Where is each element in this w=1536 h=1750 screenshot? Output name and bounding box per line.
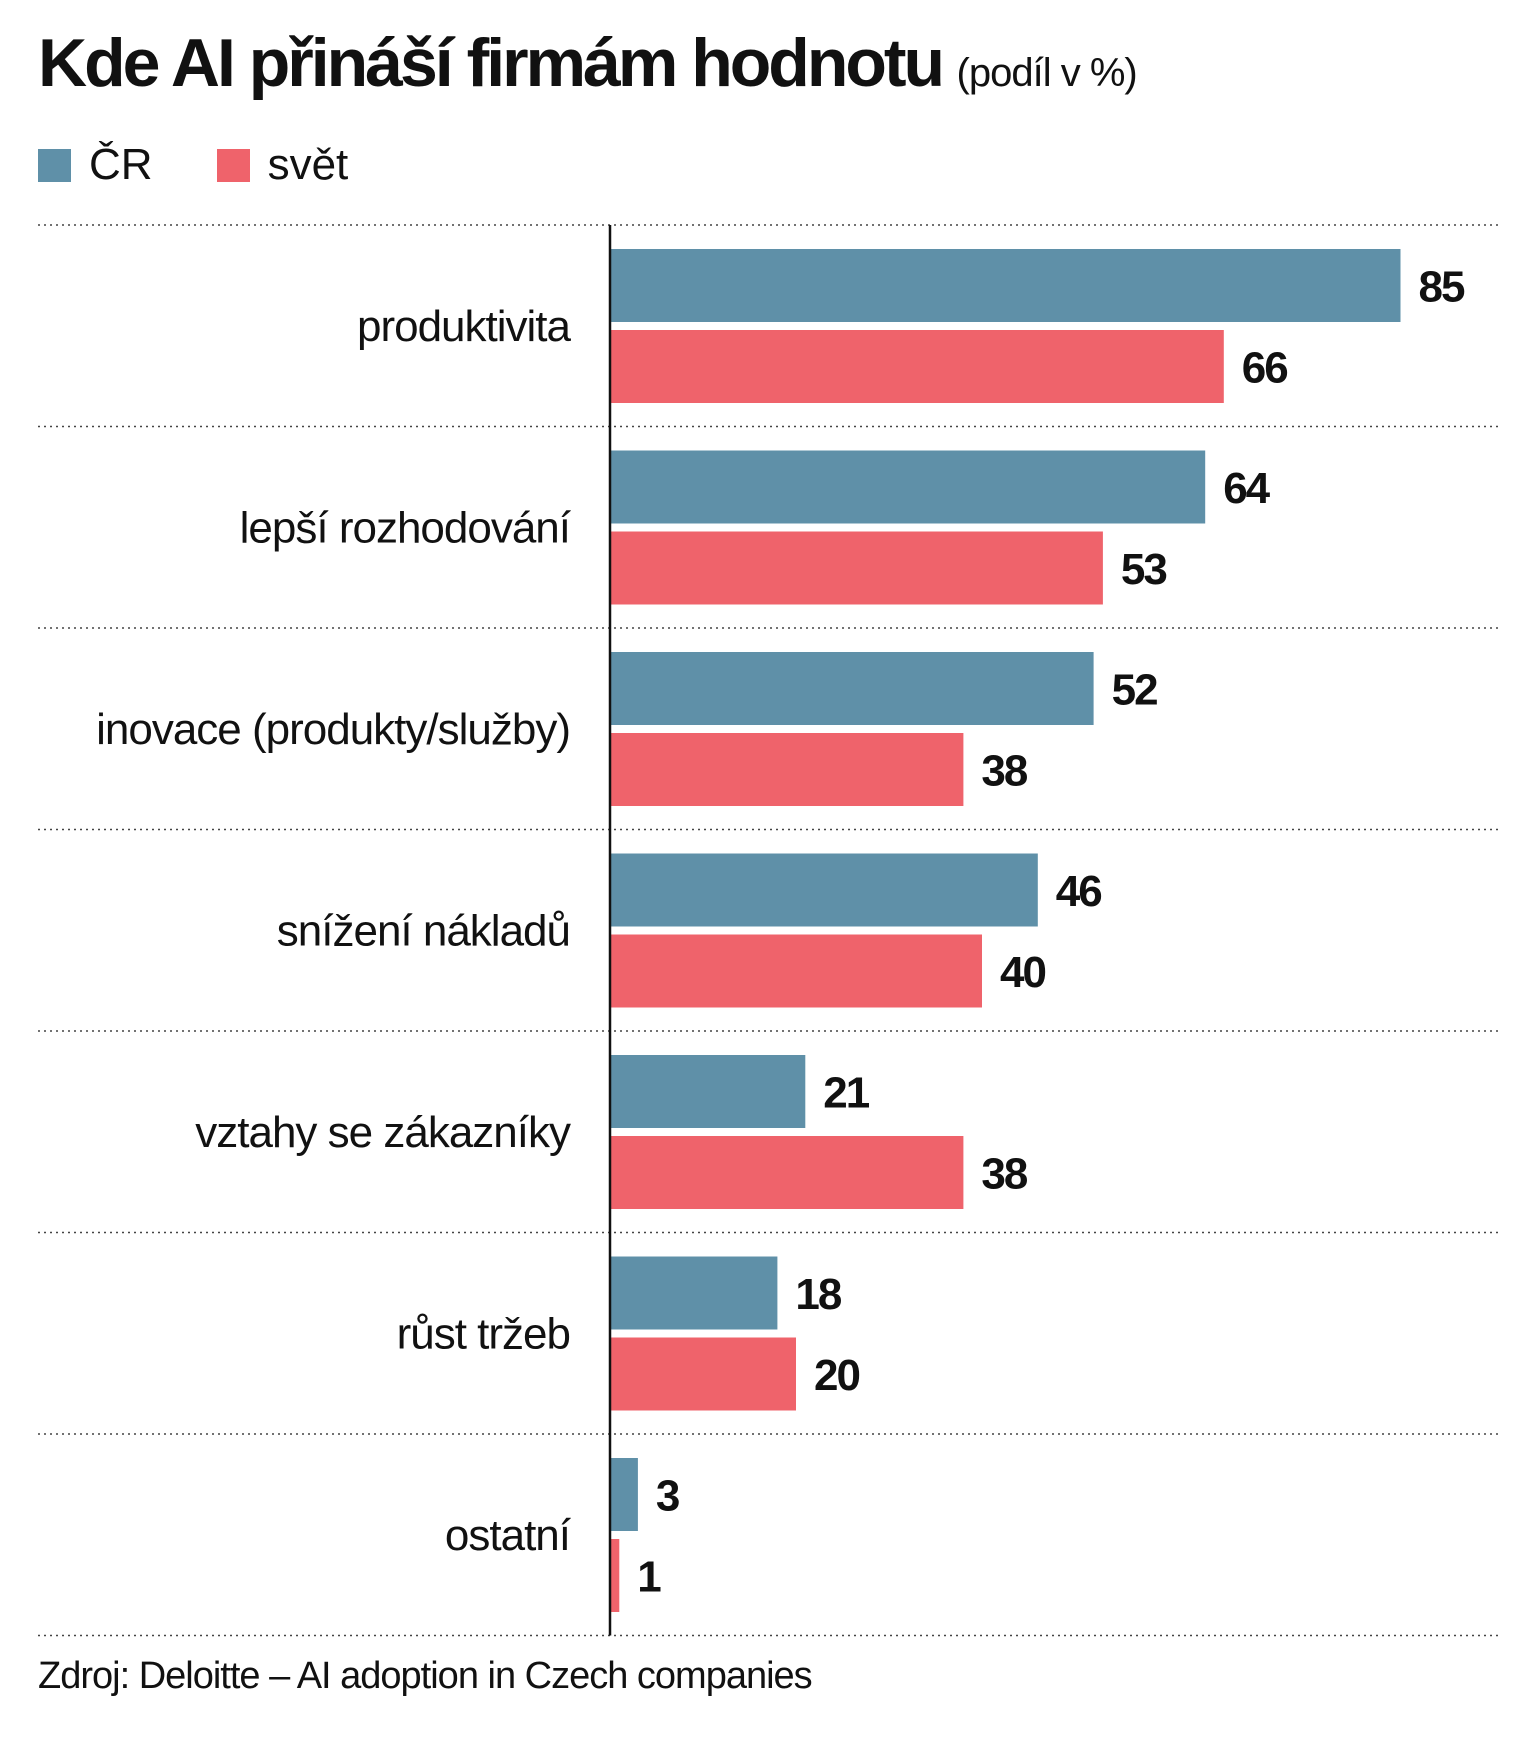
- data-label: 18: [795, 1270, 841, 1319]
- category-label: růst tržeb: [397, 1309, 570, 1358]
- bar-cr: [610, 1458, 638, 1531]
- bar-svet: [610, 531, 1103, 605]
- bar-svet: [610, 1136, 964, 1209]
- data-label: 38: [981, 1150, 1027, 1199]
- bar-cr: [610, 249, 1401, 322]
- bar-cr: [610, 450, 1206, 524]
- data-label: 52: [1112, 666, 1157, 715]
- legend-item-svet: svět: [216, 140, 349, 190]
- chart-title: Kde AI přináší firmám hodnotu: [38, 25, 945, 101]
- category-label: lepší rozhodování: [240, 503, 572, 552]
- bar-svet: [610, 1539, 620, 1612]
- chart-legend: ČR svět: [38, 140, 412, 190]
- legend-label-svet: svět: [267, 140, 349, 189]
- data-label: 3: [656, 1472, 679, 1521]
- data-label: 64: [1223, 464, 1270, 513]
- source-note: Zdroj: Deloitte – AI adoption in Czech c…: [38, 1655, 813, 1697]
- category-label: vztahy se zákazníky: [195, 1108, 571, 1157]
- legend-swatch-svet: [216, 148, 250, 182]
- data-label: 38: [981, 747, 1027, 796]
- category-label: inovace (produkty/služby): [96, 705, 570, 754]
- data-label: 21: [823, 1069, 869, 1118]
- bar-cr: [610, 1055, 806, 1128]
- bar-svet: [610, 1337, 796, 1411]
- bar-cr: [610, 1256, 778, 1330]
- data-label: 66: [1242, 344, 1287, 393]
- data-label: 46: [1056, 867, 1101, 916]
- legend-label-cr: ČR: [89, 140, 153, 189]
- data-label: 53: [1121, 545, 1166, 594]
- chart-title-row: Kde AI přináší firmám hodnotu (podíl v %…: [38, 24, 1138, 102]
- data-label: 85: [1419, 263, 1465, 312]
- bar-cr: [610, 652, 1094, 725]
- category-label: produktivita: [357, 302, 572, 351]
- category-label: ostatní: [445, 1511, 572, 1560]
- data-label: 1: [637, 1553, 661, 1602]
- data-label: 40: [1000, 948, 1045, 997]
- bar-svet: [610, 733, 964, 806]
- bar-cr: [610, 853, 1038, 927]
- legend-item-cr: ČR: [38, 140, 153, 190]
- category-label: snížení nákladů: [277, 906, 570, 955]
- bar-svet: [610, 934, 982, 1008]
- data-label: 20: [814, 1351, 859, 1400]
- bar-svet: [610, 330, 1224, 403]
- legend-swatch-cr: [38, 148, 71, 182]
- chart-subtitle: (podíl v %): [956, 51, 1138, 95]
